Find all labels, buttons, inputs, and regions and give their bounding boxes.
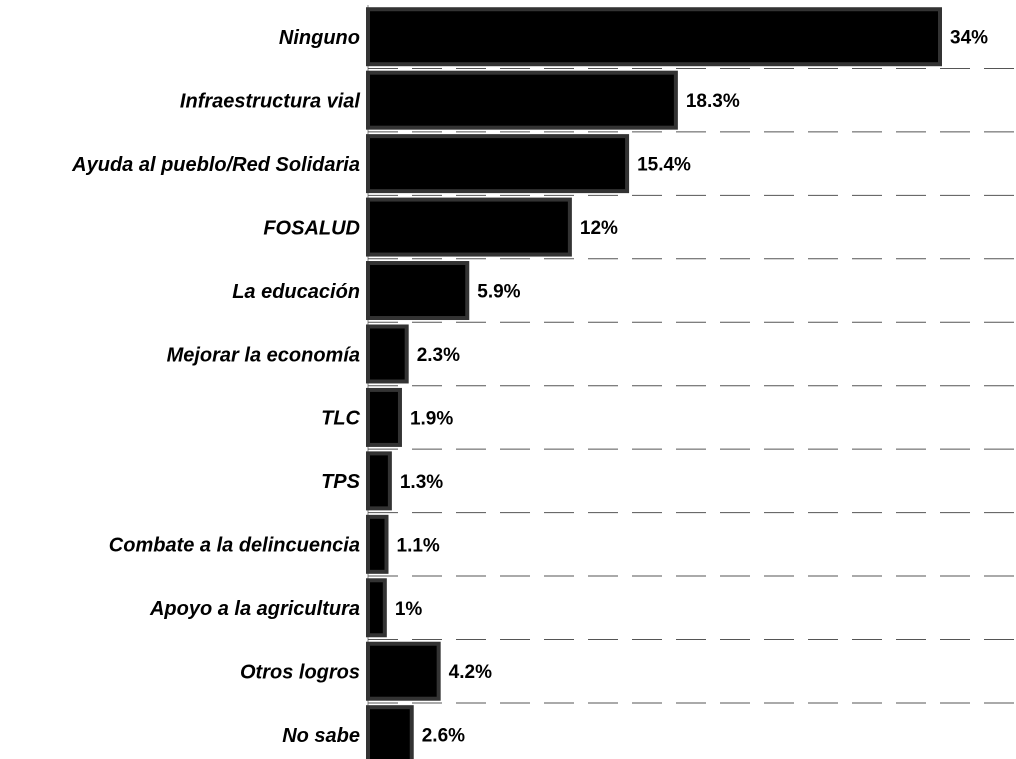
bar: [366, 641, 441, 701]
bar: [366, 197, 572, 257]
value-label: 34%: [950, 28, 988, 49]
category-label: Combate a la delincuencia: [109, 535, 360, 557]
value-label: 2.6%: [422, 726, 465, 747]
value-label: 12%: [580, 218, 618, 239]
category-label: No sabe: [282, 725, 360, 747]
category-label: Mejorar la economía: [167, 344, 360, 366]
bar: [366, 387, 402, 447]
category-label: TLC: [321, 408, 360, 430]
category-label: Otros logros: [240, 662, 360, 684]
value-label: 1.9%: [410, 408, 453, 429]
bar: [366, 578, 387, 638]
bar: [366, 7, 942, 67]
value-label: 5.9%: [477, 282, 520, 303]
category-label: TPS: [321, 471, 361, 493]
category-label: FOSALUD: [263, 217, 360, 239]
value-label: 1.3%: [400, 472, 443, 493]
category-label: Ninguno: [279, 27, 360, 49]
category-label: Infraestructura vial: [180, 90, 361, 112]
category-label: Ayuda al pueblo/Red Solidaria: [71, 154, 360, 176]
value-label: 4.2%: [449, 662, 492, 683]
bar: [366, 261, 470, 321]
bar: [366, 705, 414, 759]
bar: [366, 134, 630, 194]
bar: [366, 514, 389, 574]
bar: [366, 451, 392, 511]
value-label: 1%: [395, 599, 423, 620]
value-label: 1.1%: [397, 535, 440, 556]
value-label: 15.4%: [637, 155, 691, 176]
value-label: 18.3%: [686, 91, 740, 112]
category-label: La educación: [232, 281, 360, 303]
bar: [366, 70, 678, 130]
value-label: 2.3%: [417, 345, 460, 366]
category-label: Apoyo a la agricultura: [149, 598, 360, 620]
bar: [366, 324, 409, 384]
